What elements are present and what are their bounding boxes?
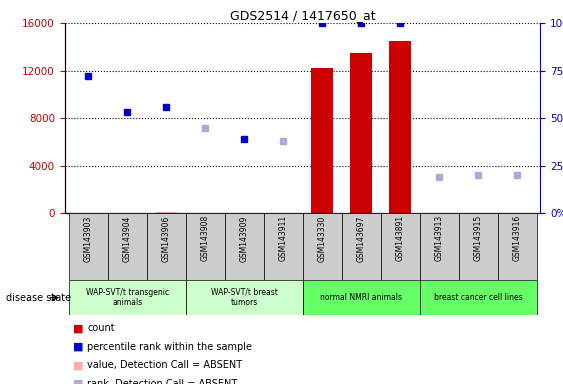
Text: GSM143915: GSM143915 [473, 215, 482, 262]
Text: percentile rank within the sample: percentile rank within the sample [87, 342, 252, 352]
Text: GSM143909: GSM143909 [240, 215, 249, 262]
Bar [381, 213, 419, 280]
Bar [186, 213, 225, 280]
Text: WAP-SVT/t transgenic
animals: WAP-SVT/t transgenic animals [86, 288, 169, 307]
Bar [350, 53, 372, 213]
Bar [263, 213, 303, 280]
Text: GSM143697: GSM143697 [356, 215, 365, 262]
Bar [390, 41, 411, 213]
Bar [311, 68, 333, 213]
Text: ■: ■ [73, 342, 84, 352]
Text: GSM143911: GSM143911 [279, 215, 288, 261]
Text: GSM143906: GSM143906 [162, 215, 171, 262]
Text: GSM143916: GSM143916 [512, 215, 521, 262]
Text: disease state: disease state [6, 293, 71, 303]
Title: GDS2514 / 1417650_at: GDS2514 / 1417650_at [230, 9, 376, 22]
Text: GSM143891: GSM143891 [396, 215, 405, 261]
Text: value, Detection Call = ABSENT: value, Detection Call = ABSENT [87, 360, 243, 370]
Text: rank, Detection Call = ABSENT: rank, Detection Call = ABSENT [87, 379, 238, 384]
Bar [69, 280, 186, 315]
Bar [69, 213, 108, 280]
Bar [108, 213, 146, 280]
Bar [303, 280, 419, 315]
Bar [419, 213, 459, 280]
Text: GSM143330: GSM143330 [318, 215, 327, 262]
Text: ■: ■ [73, 360, 84, 370]
Text: GSM143913: GSM143913 [435, 215, 444, 262]
Bar [498, 213, 537, 280]
Bar [186, 280, 303, 315]
Bar [342, 213, 381, 280]
Bar [303, 213, 342, 280]
Text: WAP-SVT/t breast
tumors: WAP-SVT/t breast tumors [211, 288, 278, 307]
Text: ■: ■ [73, 379, 84, 384]
Bar [419, 280, 537, 315]
Text: GSM143908: GSM143908 [200, 215, 209, 262]
Bar [146, 213, 186, 280]
Text: GSM143904: GSM143904 [123, 215, 132, 262]
Text: normal NMRI animals: normal NMRI animals [320, 293, 402, 302]
Text: GSM143903: GSM143903 [84, 215, 93, 262]
Text: ■: ■ [73, 323, 84, 333]
Bar [459, 213, 498, 280]
Bar [155, 212, 177, 213]
Text: count: count [87, 323, 115, 333]
Text: breast cancer cell lines: breast cancer cell lines [434, 293, 522, 302]
Bar [225, 213, 263, 280]
